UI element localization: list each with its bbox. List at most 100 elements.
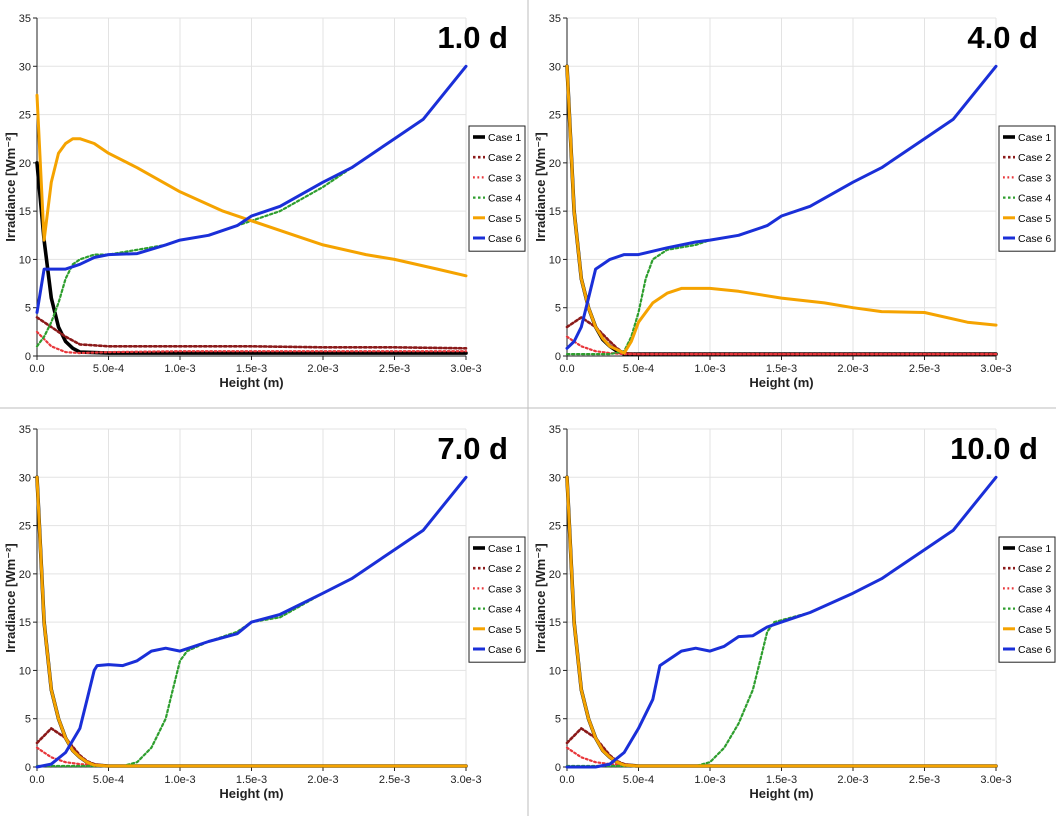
y-tick-label: 25	[549, 521, 561, 533]
y-tick-label: 20	[549, 569, 561, 581]
series-line-case-5	[565, 475, 998, 768]
legend-entry: Case 5	[488, 624, 521, 636]
x-tick-label: 2.5e-3	[909, 363, 940, 375]
panel-title: 1.0 d	[437, 20, 508, 55]
y-tick-label: 20	[19, 158, 31, 170]
y-axis-label: Irradiance [Wm⁻²]	[3, 543, 18, 652]
x-axis-label: Height (m)	[219, 375, 283, 390]
y-tick-label: 35	[549, 424, 561, 436]
y-tick-label: 25	[19, 110, 31, 122]
legend-entry: Case 2	[1018, 563, 1051, 575]
legend-entry: Case 5	[1018, 624, 1051, 636]
chart-panel-2: 0.0 5.0e-4 1.0e-3 1.5e-3 2.0e-3 2.5e-3 3.0e-3 0…	[533, 13, 1056, 390]
x-axis-label: Height (m)	[219, 786, 283, 801]
chart-panels: 0.0 5.0e-4 1.0e-3 1.5e-3 2.0e-3 2.5e-3 3.0e-3 0…	[3, 13, 1056, 801]
x-tick-label: 3.0e-3	[450, 363, 481, 375]
y-tick-label: 5	[555, 303, 561, 315]
y-tick-label: 15	[549, 206, 561, 218]
x-tick-label: 1.0e-3	[694, 363, 725, 375]
legend-box	[998, 125, 1056, 252]
y-tick-label: 0	[555, 351, 561, 363]
y-tick-label: 20	[19, 569, 31, 581]
legend-box	[468, 125, 526, 252]
legend-entry: Case 2	[1018, 152, 1051, 164]
y-tick-label: 10	[19, 254, 31, 266]
y-tick-label: 0	[25, 351, 31, 363]
x-tick-label: 3.0e-3	[980, 774, 1011, 786]
legend-entry: Case 3	[488, 172, 521, 184]
x-axis-label: Height (m)	[749, 786, 813, 801]
series-line-case-6	[35, 475, 468, 769]
legend-entry: Case 4	[1018, 193, 1051, 205]
legend: Case 1 Case 2 Case 3 Case 4 Case 5 Case 6	[998, 125, 1056, 252]
y-tick-label: 0	[25, 762, 31, 774]
legend-entry: Case 6	[488, 644, 521, 656]
series-line-case-3	[35, 330, 468, 355]
x-axis-label: Height (m)	[749, 375, 813, 390]
legend-entry: Case 1	[488, 132, 521, 144]
legend: Case 1 Case 2 Case 3 Case 4 Case 5 Case 6	[468, 125, 526, 252]
series-line-case-2	[35, 316, 468, 350]
legend-entry: Case 1	[488, 543, 521, 555]
x-tick-label: 2.0e-3	[307, 363, 338, 375]
y-axis-label: Irradiance [Wm⁻²]	[533, 543, 548, 652]
legend-entry: Case 3	[488, 583, 521, 595]
x-tick-label: 1.5e-3	[236, 774, 267, 786]
y-tick-label: 25	[549, 110, 561, 122]
chart-panel-3: 0.0 5.0e-4 1.0e-3 1.5e-3 2.0e-3 2.5e-3 3.0e-3 0…	[3, 424, 526, 801]
y-tick-label: 25	[19, 521, 31, 533]
y-tick-label: 15	[549, 617, 561, 629]
series-line-case-5	[35, 93, 468, 278]
x-tick-label: 0.0	[29, 363, 44, 375]
x-tick-label: 2.0e-3	[307, 774, 338, 786]
legend-entry: Case 4	[1018, 604, 1051, 616]
legend-entry: Case 6	[488, 233, 521, 245]
x-tick-label: 3.0e-3	[450, 774, 481, 786]
legend-entry: Case 3	[1018, 583, 1051, 595]
x-tick-label: 1.5e-3	[236, 363, 267, 375]
legend-entry: Case 5	[1018, 213, 1051, 225]
y-tick-label: 15	[19, 206, 31, 218]
x-tick-label: 0.0	[559, 774, 574, 786]
legend-entry: Case 4	[488, 604, 521, 616]
y-tick-label: 10	[549, 665, 561, 677]
x-tick-label: 2.0e-3	[837, 774, 868, 786]
y-tick-label: 5	[25, 303, 31, 315]
series-line-case-6	[565, 64, 998, 350]
legend-box	[468, 536, 526, 663]
x-tick-label: 3.0e-3	[980, 363, 1011, 375]
y-tick-label: 30	[549, 472, 561, 484]
legend-entry: Case 6	[1018, 233, 1051, 245]
chart-panel-4: 0.0 5.0e-4 1.0e-3 1.5e-3 2.0e-3 2.5e-3 3.0e-3 0…	[533, 424, 1056, 801]
y-tick-label: 10	[549, 254, 561, 266]
legend-entry: Case 2	[488, 563, 521, 575]
legend: Case 1 Case 2 Case 3 Case 4 Case 5 Case 6	[468, 536, 526, 663]
y-axis-label: Irradiance [Wm⁻²]	[533, 132, 548, 241]
y-axis-label: Irradiance [Wm⁻²]	[3, 132, 18, 241]
legend-entry: Case 1	[1018, 543, 1051, 555]
x-tick-label: 5.0e-4	[623, 774, 654, 786]
series-line-case-5	[35, 475, 468, 768]
legend-box	[998, 536, 1056, 663]
panel-title: 4.0 d	[967, 20, 1038, 55]
panel-title: 7.0 d	[437, 431, 508, 466]
legend-entry: Case 6	[1018, 644, 1051, 656]
y-tick-label: 35	[549, 13, 561, 25]
x-tick-label: 2.0e-3	[837, 363, 868, 375]
series-line-case-6	[35, 64, 468, 314]
y-tick-label: 30	[19, 472, 31, 484]
x-tick-label: 1.0e-3	[164, 774, 195, 786]
y-tick-label: 10	[19, 665, 31, 677]
y-tick-label: 5	[25, 714, 31, 726]
y-tick-label: 30	[549, 61, 561, 73]
x-tick-label: 1.5e-3	[766, 363, 797, 375]
x-tick-label: 2.5e-3	[379, 363, 410, 375]
legend-entry: Case 5	[488, 213, 521, 225]
panel-title: 10.0 d	[950, 431, 1038, 466]
x-tick-label: 0.0	[29, 774, 44, 786]
y-tick-label: 35	[19, 13, 31, 25]
series-line-case-6	[565, 475, 998, 769]
y-tick-label: 20	[549, 158, 561, 170]
x-tick-label: 5.0e-4	[93, 774, 124, 786]
